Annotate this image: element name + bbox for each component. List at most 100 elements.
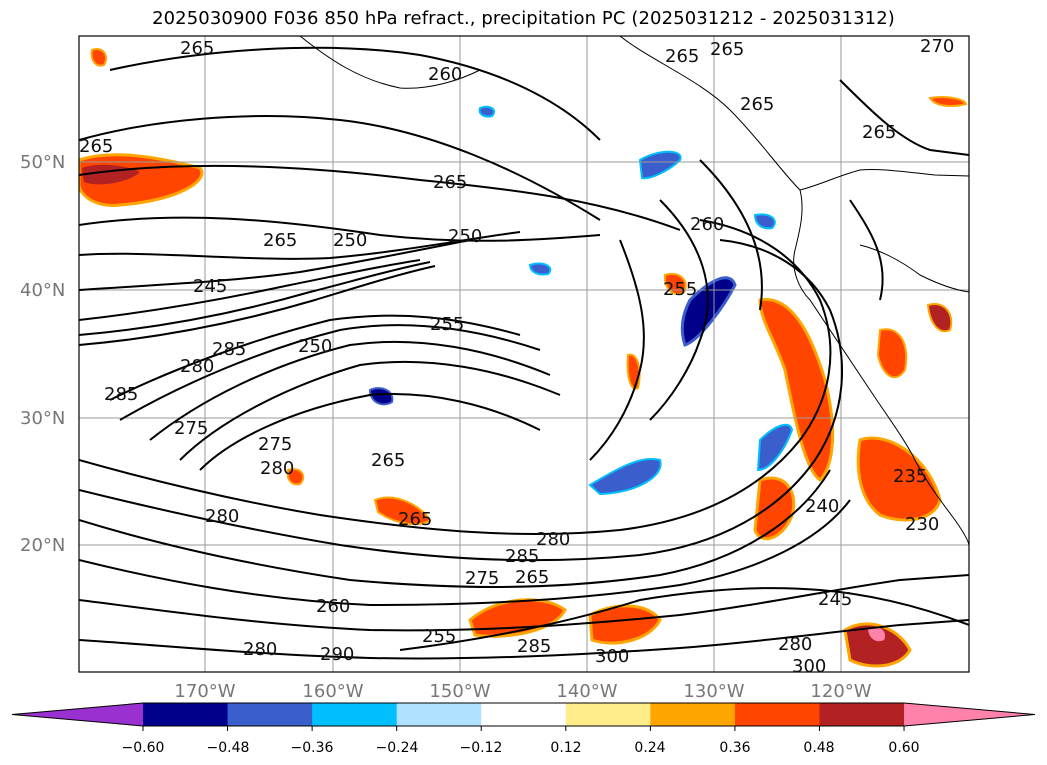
contour-label: 250 — [333, 230, 367, 251]
contour-label: 275 — [465, 568, 499, 589]
refractivity-contours — [79, 46, 969, 660]
colorbar-tick-label: 0.48 — [803, 740, 834, 756]
contour-label: 280 — [536, 529, 570, 550]
contour-label: 265 — [371, 450, 405, 471]
contour-label: 280 — [205, 506, 239, 527]
precip-patch — [926, 303, 953, 333]
contour-label: 245 — [818, 589, 852, 610]
colorbar-segment — [565, 703, 651, 726]
lat-label: 40°N — [20, 280, 65, 301]
precip-negative-patches — [368, 105, 794, 496]
precip-patch — [373, 496, 432, 526]
contour-label: 260 — [428, 64, 462, 85]
contour-label: 265 — [515, 567, 549, 588]
map-frame — [78, 35, 970, 673]
precip-patch — [868, 626, 886, 642]
colorbar-ticks: −0.60 −0.48 −0.36 −0.24 −0.12 0.12 0.24 … — [122, 740, 920, 756]
precip-patch — [753, 213, 776, 230]
graticule — [79, 36, 969, 672]
precip-patch — [663, 272, 687, 295]
precip-patch — [756, 423, 794, 472]
contour-label: 285 — [505, 546, 539, 567]
lon-label: 140°W — [556, 681, 617, 702]
contour-label: 285 — [212, 339, 246, 360]
colorbar-segment — [734, 703, 820, 726]
colorbar-segment — [650, 703, 736, 726]
lon-label: 130°W — [683, 681, 744, 702]
contour-label: 265 — [263, 230, 297, 251]
contour-label: 285 — [517, 636, 551, 657]
lon-label: 160°W — [302, 681, 363, 702]
contour-label: 260 — [690, 214, 724, 235]
contour-label: 240 — [805, 496, 839, 517]
precip-patch — [588, 458, 662, 496]
colorbar-segment — [227, 703, 313, 726]
colorbar-segment — [819, 703, 905, 726]
lat-label: 50°N — [20, 152, 65, 173]
contour-label: 265 — [433, 172, 467, 193]
precip-patch — [468, 598, 567, 638]
map-plot-area — [78, 35, 970, 673]
precip-patch — [680, 276, 737, 347]
colorbar-segment — [143, 703, 229, 726]
colorbar-extend-low — [12, 703, 143, 726]
colorbar-segment — [396, 703, 482, 726]
precip-patch — [876, 328, 908, 379]
precip-patch — [843, 622, 912, 668]
contour-label: 255 — [663, 279, 697, 300]
lon-label: 170°W — [174, 681, 235, 702]
contour-label: 270 — [920, 36, 954, 57]
contour-label: 255 — [430, 314, 464, 335]
colorbar-extend-high — [904, 703, 1035, 726]
precip-patch — [758, 298, 835, 482]
contour-label: 280 — [180, 356, 214, 377]
lat-label: 20°N — [20, 535, 65, 556]
colorbar-tick-label: 0.60 — [888, 740, 919, 756]
contour-label: 265 — [665, 46, 699, 67]
longitude-labels: 170°W 160°W 150°W 140°W 130°W 120°W — [174, 681, 871, 702]
precip-patch — [368, 387, 394, 406]
latitude-labels: 50°N 40°N 30°N 20°N — [20, 152, 65, 556]
colorbar-segment — [312, 703, 398, 726]
contour-label: 265 — [79, 136, 113, 157]
coastline — [299, 36, 969, 546]
colorbar-tick-label: 0.36 — [719, 740, 750, 756]
contour-label: 280 — [260, 458, 294, 479]
contour-label: 265 — [180, 38, 214, 59]
colorbar-tick-label: −0.60 — [122, 740, 165, 756]
contour-label: 300 — [595, 646, 629, 667]
contour-label: 235 — [893, 466, 927, 487]
colorbar — [11, 702, 1036, 731]
colorbar-tick-label: −0.36 — [291, 740, 334, 756]
precip-patch — [478, 105, 496, 118]
contour-label: 265 — [740, 94, 774, 115]
precip-positive-patches — [79, 48, 968, 668]
precip-patch — [90, 48, 108, 67]
precip-patch — [856, 436, 942, 522]
contour-label: 300 — [792, 656, 826, 677]
contour-label: 285 — [104, 384, 138, 405]
precip-patch — [528, 262, 552, 276]
contour-label: 260 — [316, 596, 350, 617]
precip-patch — [638, 150, 682, 180]
contour-label: 250 — [448, 226, 482, 247]
colorbar-segment — [481, 703, 567, 726]
map-background — [79, 36, 969, 672]
precip-patch — [928, 96, 968, 107]
contour-labels: 265 260 265 265 265 265 265 270 265 260 … — [79, 36, 954, 677]
contour-label: 280 — [243, 639, 277, 660]
colorbar-tick-label: 0.24 — [634, 740, 665, 756]
contour-label: 275 — [174, 418, 208, 439]
precip-patch — [286, 468, 305, 486]
figure-title: 2025030900 F036 850 hPa refract., precip… — [152, 8, 895, 29]
colorbar-tick-label: −0.12 — [460, 740, 503, 756]
contour-label: 265 — [862, 122, 896, 143]
contour-label: 245 — [193, 276, 227, 297]
colorbar-tick-label: −0.24 — [376, 740, 419, 756]
colorbar-tick-label: −0.48 — [207, 740, 250, 756]
colorbar-tick-label: 0.12 — [550, 740, 581, 756]
contour-label: 280 — [778, 634, 812, 655]
contour-label: 275 — [258, 434, 292, 455]
contour-label: 255 — [422, 626, 456, 647]
